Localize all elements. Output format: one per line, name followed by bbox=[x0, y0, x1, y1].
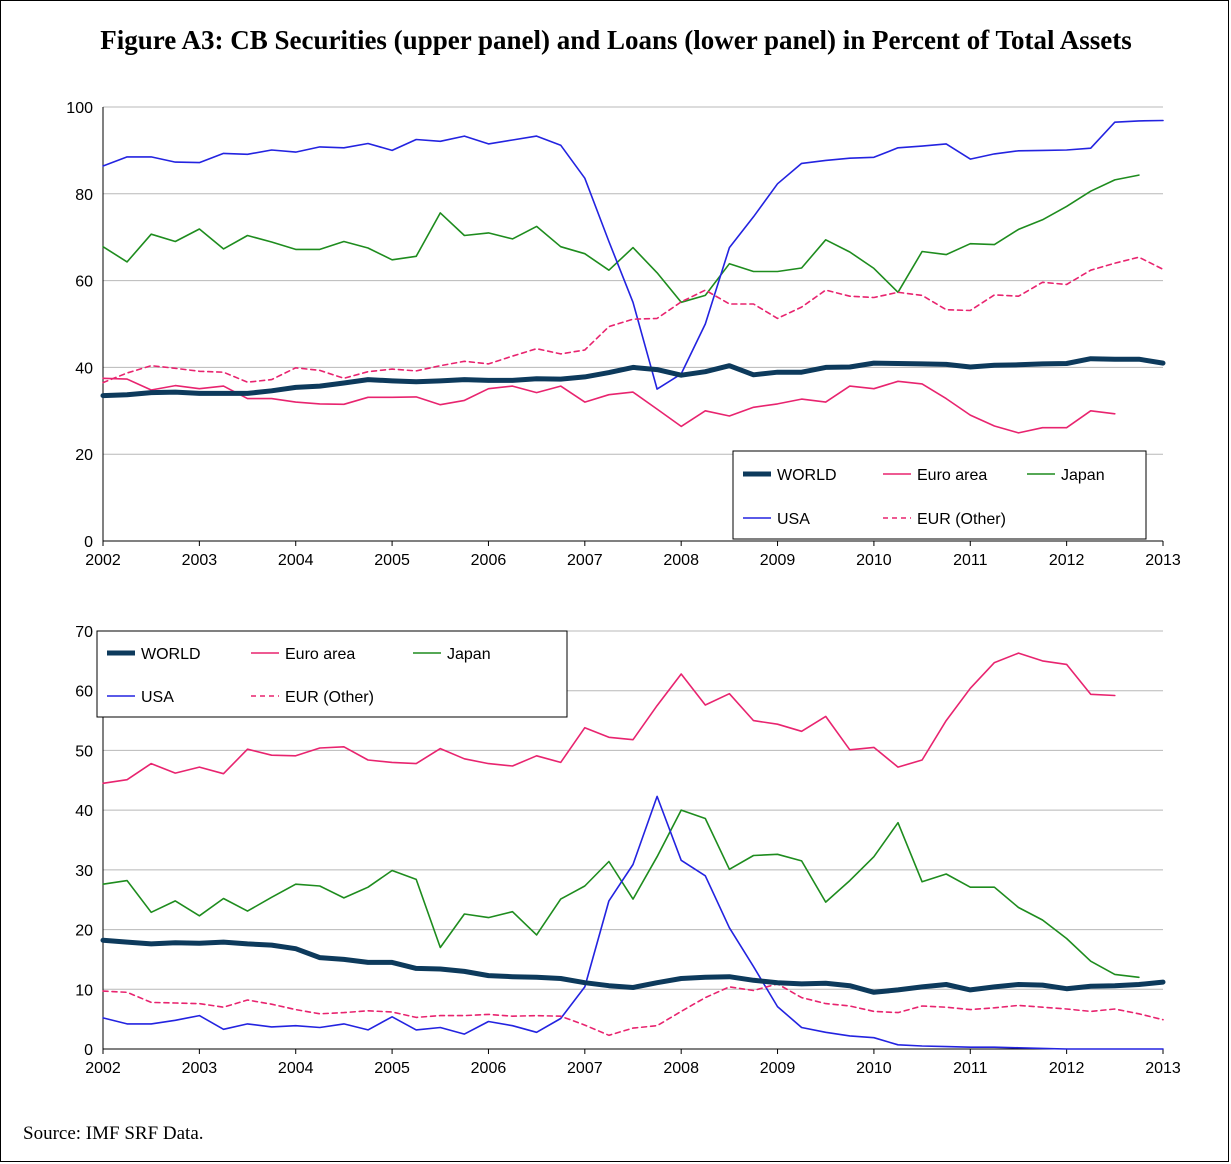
legend-label-eur-other: EUR (Other) bbox=[917, 511, 1006, 528]
legend-label-usa: USA bbox=[777, 511, 810, 528]
y-tick-label: 40 bbox=[75, 803, 93, 820]
series-line-euro-area bbox=[102, 652, 1116, 785]
x-tick-label: 2007 bbox=[567, 1060, 603, 1077]
x-tick-label: 2004 bbox=[278, 1060, 314, 1077]
y-tick-label: 100 bbox=[66, 100, 93, 117]
y-tick-label: 0 bbox=[84, 534, 93, 551]
legend-label-japan: Japan bbox=[1061, 467, 1105, 484]
x-tick-label: 2008 bbox=[663, 1060, 699, 1077]
x-tick-label: 2008 bbox=[663, 552, 699, 569]
x-tick-label: 2003 bbox=[182, 552, 218, 569]
y-tick-label: 70 bbox=[75, 624, 93, 641]
legend-label-world: WORLD bbox=[141, 646, 201, 663]
figure-title: Figure A3: CB Securities (upper panel) a… bbox=[100, 25, 1132, 55]
x-tick-label: 2010 bbox=[856, 1060, 892, 1077]
x-tick-label: 2005 bbox=[374, 1060, 410, 1077]
series-line-eur-other bbox=[102, 983, 1164, 1037]
y-tick-label: 60 bbox=[75, 274, 93, 291]
y-tick-label: 30 bbox=[75, 863, 93, 880]
legend-label-usa: USA bbox=[141, 689, 174, 706]
x-tick-label: 2013 bbox=[1145, 552, 1181, 569]
x-tick-label: 2011 bbox=[953, 552, 988, 569]
lower-panel: 0 10 20 30 40 50 60 70 2002 2003 2004 2005 2006 2007 2… bbox=[75, 624, 1181, 1077]
x-tick-label: 2006 bbox=[471, 1060, 507, 1077]
x-tick-label: 2007 bbox=[567, 552, 603, 569]
y-tick-label: 20 bbox=[75, 447, 93, 464]
x-tick-label: 2009 bbox=[760, 1060, 796, 1077]
x-tick-label: 2005 bbox=[374, 552, 410, 569]
legend-label-euro-area: Euro area bbox=[917, 467, 987, 484]
series-line-eur-other bbox=[102, 256, 1164, 384]
y-tick-label: 0 bbox=[84, 1042, 93, 1059]
series-line-japan bbox=[102, 174, 1140, 304]
legend-box bbox=[732, 450, 1147, 540]
legend-label-eur-other: EUR (Other) bbox=[285, 689, 374, 706]
x-tick-label: 2002 bbox=[85, 552, 121, 569]
legend-label-world: WORLD bbox=[777, 467, 837, 484]
x-tick-label: 2009 bbox=[760, 552, 796, 569]
y-tick-label: 80 bbox=[75, 187, 93, 204]
series-line-euro-area bbox=[102, 377, 1116, 434]
x-tick-label: 2012 bbox=[1049, 1060, 1085, 1077]
x-tick-label: 2002 bbox=[85, 1060, 121, 1077]
y-tick-label: 40 bbox=[75, 360, 93, 377]
y-tick-label: 50 bbox=[75, 743, 93, 760]
upper-panel: 0 20 40 60 80 100 2002 2003 2004 2005 2006 2007 2008… bbox=[66, 100, 1181, 569]
series-line-japan bbox=[102, 809, 1140, 979]
legend-label-euro-area: Euro area bbox=[285, 646, 355, 663]
series-line-usa bbox=[102, 119, 1164, 390]
y-tick-label: 10 bbox=[75, 982, 93, 999]
source-note: Source: IMF SRF Data. bbox=[23, 1123, 204, 1144]
x-tick-label: 2003 bbox=[182, 1060, 218, 1077]
y-tick-label: 20 bbox=[75, 923, 93, 940]
legend-label-japan: Japan bbox=[447, 646, 491, 663]
x-tick-label: 2013 bbox=[1145, 1060, 1181, 1077]
x-tick-label: 2004 bbox=[278, 552, 314, 569]
x-tick-label: 2006 bbox=[471, 552, 507, 569]
series-line-usa bbox=[102, 795, 1164, 1050]
series-line-world bbox=[100, 937, 1166, 995]
x-tick-label: 2012 bbox=[1049, 552, 1085, 569]
x-tick-label: 2010 bbox=[856, 552, 892, 569]
series-line-world bbox=[100, 356, 1166, 399]
x-tick-label: 2011 bbox=[953, 1060, 988, 1077]
legend-box bbox=[96, 630, 568, 718]
y-tick-label: 60 bbox=[75, 684, 93, 701]
